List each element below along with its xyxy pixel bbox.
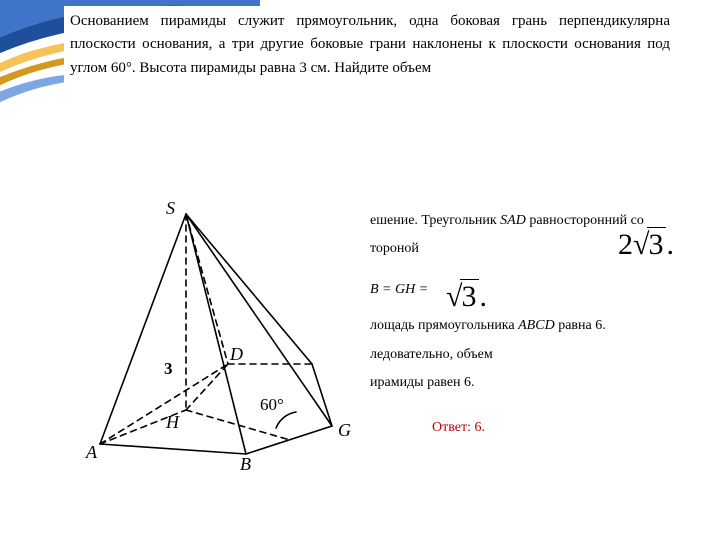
slide-root: Основанием пирамиды служит прямоугольник… <box>0 0 720 540</box>
label-B: B <box>240 454 251 470</box>
label-S: S <box>166 198 175 218</box>
label-H: H <box>165 412 180 432</box>
label-G: G <box>338 420 351 440</box>
formula-sqrt3: √3. <box>446 280 487 314</box>
solution-line-5: ледовательно, объем <box>370 344 680 366</box>
label-D: D <box>229 344 243 364</box>
label-height: 3 <box>164 359 173 378</box>
pyramid-diagram: S A B G D H 3 60° <box>80 196 370 470</box>
solution-line-3: B = GH = <box>370 282 428 297</box>
problem-box: Основанием пирамиды служит прямоугольник… <box>64 6 676 84</box>
formula-2sqrt3: 2√3. <box>618 228 674 262</box>
label-A: A <box>85 442 98 462</box>
problem-text: Основанием пирамиды служит прямоугольник… <box>70 10 670 80</box>
label-angle: 60° <box>260 395 284 414</box>
answer-text: Ответ: 6. <box>432 420 485 436</box>
solution-line-4: лощадь прямоугольника ABCD равна 6. <box>370 315 680 337</box>
solution-line-6: ирамиды равен 6. <box>370 372 680 394</box>
